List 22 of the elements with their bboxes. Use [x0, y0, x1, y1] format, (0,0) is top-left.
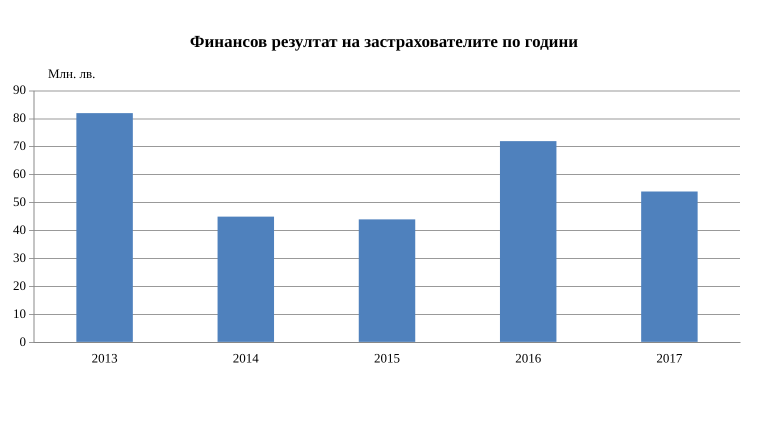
y-tick-label: 90	[13, 82, 26, 98]
x-tick-label: 2017	[656, 350, 683, 366]
y-tick-label: 10	[13, 306, 26, 321]
x-tick-label: 2016	[515, 350, 542, 366]
y-tick-label: 60	[13, 166, 26, 182]
bar	[641, 191, 698, 342]
y-tick-label: 70	[13, 138, 26, 154]
bar	[500, 141, 556, 342]
y-tick-label: 0	[20, 334, 26, 349]
bar	[218, 216, 274, 342]
y-tick-label: 50	[13, 194, 26, 210]
y-tick-label: 20	[13, 278, 26, 293]
y-tick-label: 80	[13, 110, 26, 126]
y-tick-label: 40	[13, 222, 26, 237]
bar	[76, 113, 133, 342]
x-tick-label: 2014	[232, 350, 260, 366]
y-tick-label: 30	[13, 250, 26, 265]
x-tick-label: 2015	[374, 350, 400, 366]
chart-title: Финансов резултат на застрахователите по години	[188, 32, 580, 52]
x-tick-label: 2013	[92, 350, 118, 366]
bar	[358, 219, 416, 342]
y-axis-title: Млн. лв.	[48, 66, 96, 82]
